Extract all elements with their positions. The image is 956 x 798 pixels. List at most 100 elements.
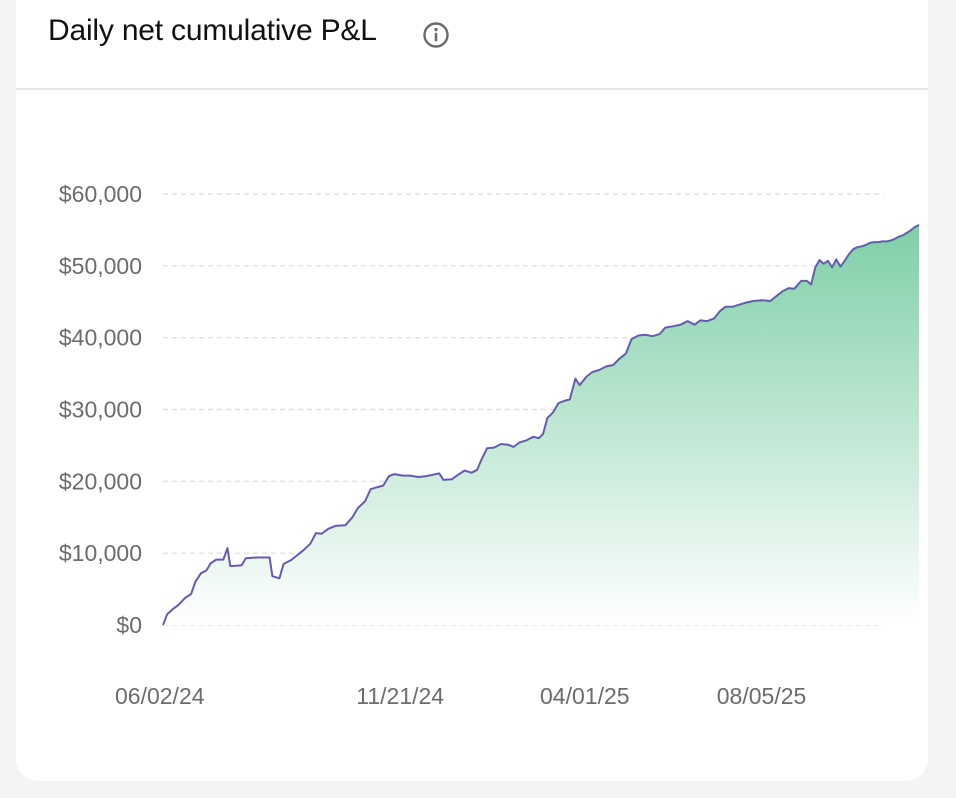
pnl-area-fill bbox=[163, 224, 920, 625]
y-tick-label: $40,000 bbox=[59, 325, 142, 351]
data-point bbox=[652, 335, 654, 337]
data-point bbox=[631, 338, 633, 340]
data-point bbox=[823, 263, 825, 265]
data-point bbox=[891, 239, 893, 241]
data-point bbox=[513, 446, 515, 448]
data-point bbox=[194, 581, 196, 583]
data-point bbox=[451, 478, 453, 480]
data-point bbox=[493, 447, 495, 449]
data-point bbox=[464, 470, 466, 472]
data-point bbox=[848, 253, 850, 255]
data-point bbox=[271, 575, 273, 577]
data-point bbox=[873, 241, 875, 243]
data-point bbox=[200, 572, 202, 574]
data-point bbox=[190, 593, 192, 595]
data-point bbox=[918, 224, 920, 226]
data-point bbox=[586, 376, 588, 378]
x-tick-label: 06/02/24 bbox=[115, 683, 205, 709]
data-point bbox=[638, 335, 640, 337]
data-point bbox=[793, 288, 795, 290]
data-point bbox=[542, 433, 544, 435]
data-point bbox=[309, 543, 311, 545]
data-point bbox=[532, 436, 534, 438]
data-point bbox=[645, 334, 647, 336]
data-point bbox=[283, 563, 285, 565]
data-point bbox=[625, 353, 627, 355]
data-point bbox=[680, 324, 682, 326]
data-point bbox=[819, 259, 821, 261]
info-icon[interactable] bbox=[422, 21, 450, 49]
data-point bbox=[612, 364, 614, 366]
data-point bbox=[278, 577, 280, 579]
data-point bbox=[500, 443, 502, 445]
y-tick-label: $20,000 bbox=[59, 468, 142, 494]
data-point bbox=[699, 319, 701, 321]
data-point bbox=[605, 365, 607, 367]
data-point bbox=[694, 324, 696, 326]
data-point bbox=[393, 473, 395, 475]
data-point bbox=[431, 474, 433, 476]
data-point bbox=[800, 280, 802, 282]
data-point bbox=[222, 559, 224, 561]
data-point bbox=[882, 240, 884, 242]
data-point bbox=[245, 557, 247, 559]
data-point bbox=[409, 475, 411, 477]
data-point bbox=[840, 266, 842, 268]
x-axis-ticks: 06/02/24 11/21/24 04/01/25 08/05/25 bbox=[115, 683, 806, 709]
data-point bbox=[241, 564, 243, 566]
data-point bbox=[687, 320, 689, 322]
data-point bbox=[315, 532, 317, 534]
y-axis-ticks: $0 $10,000 $20,000 $30,000 $40,000 $50,000 $60… bbox=[59, 181, 142, 638]
data-point bbox=[344, 524, 346, 526]
data-point bbox=[591, 371, 593, 373]
data-point bbox=[827, 260, 829, 262]
data-point bbox=[166, 613, 168, 615]
data-point bbox=[538, 437, 540, 439]
data-point bbox=[903, 234, 905, 236]
data-point bbox=[486, 447, 488, 449]
data-point bbox=[806, 280, 808, 282]
data-point bbox=[335, 525, 337, 527]
data-point bbox=[229, 565, 231, 567]
data-point bbox=[732, 306, 734, 308]
data-point bbox=[377, 486, 379, 488]
data-point bbox=[184, 597, 186, 599]
data-point bbox=[835, 258, 837, 260]
data-point bbox=[290, 559, 292, 561]
data-point bbox=[525, 439, 527, 441]
data-point bbox=[831, 266, 833, 268]
data-point bbox=[438, 472, 440, 474]
data-point bbox=[788, 287, 790, 289]
data-point bbox=[424, 475, 426, 477]
data-point bbox=[162, 624, 164, 626]
data-point bbox=[476, 469, 478, 471]
y-tick-label: $10,000 bbox=[59, 540, 142, 566]
data-point bbox=[865, 244, 867, 246]
data-point bbox=[215, 559, 217, 561]
data-point bbox=[546, 417, 548, 419]
data-point bbox=[659, 333, 661, 335]
data-point bbox=[814, 266, 816, 268]
data-point bbox=[810, 284, 812, 286]
data-point bbox=[861, 245, 863, 247]
pnl-series-line bbox=[162, 224, 920, 626]
data-point bbox=[351, 516, 353, 518]
data-point bbox=[664, 327, 666, 329]
data-point bbox=[507, 444, 509, 446]
data-point bbox=[388, 475, 390, 477]
data-point bbox=[295, 555, 297, 557]
data-point bbox=[782, 290, 784, 292]
data-point bbox=[443, 479, 445, 481]
data-point bbox=[370, 488, 372, 490]
data-point bbox=[746, 302, 748, 304]
data-point bbox=[382, 485, 384, 487]
data-point bbox=[914, 226, 916, 228]
data-point bbox=[844, 260, 846, 262]
y-tick-label: $0 bbox=[116, 612, 142, 638]
x-tick-label: 08/05/25 bbox=[717, 683, 807, 709]
data-point bbox=[177, 604, 179, 606]
data-point bbox=[852, 248, 854, 250]
data-point bbox=[574, 378, 576, 380]
x-tick-label: 11/21/24 bbox=[356, 683, 444, 709]
